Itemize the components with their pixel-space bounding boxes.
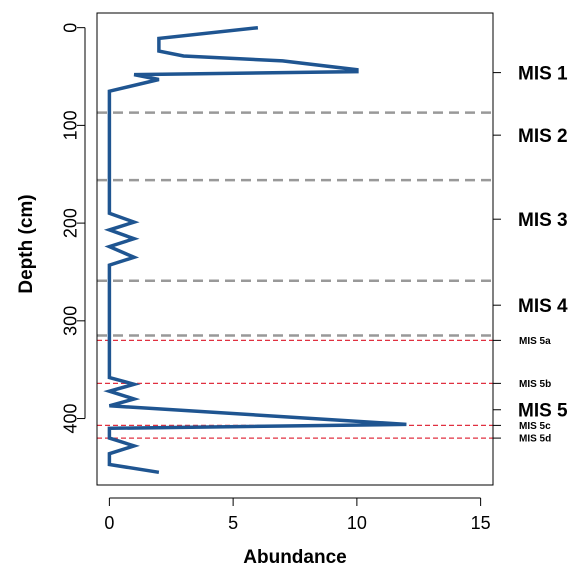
y-axis-title: Depth (cm) [16,194,37,293]
abundance-series [103,25,407,475]
mis-label: MIS 4 [518,296,568,317]
x-axis-title: Abundance [243,547,346,568]
mis-label: MIS 5b [519,379,551,390]
x-tick-label: 10 [347,513,367,533]
abundance-line [103,25,407,475]
y-tick-label: 200 [60,208,80,238]
mis-label: MIS 5d [519,434,551,445]
y-tick-label: 100 [60,110,80,140]
y-tick-label: 400 [60,403,80,433]
mis-label: MIS 3 [518,210,568,231]
x-tick-label: 15 [471,513,491,533]
y-tick-label: 300 [60,306,80,336]
mis-label: MIS 2 [518,126,568,147]
mis-label: MIS 5 [518,400,568,421]
axes: 0 5 10 15 0 100 200 300 400 [60,23,490,533]
y-tick-label: 0 [60,23,80,33]
x-tick-label: 5 [228,513,238,533]
mis-label: MIS 1 [518,63,568,84]
mis-label: MIS 5c [519,421,551,432]
plot-frame [96,12,494,486]
mis-label: MIS 5a [519,336,551,347]
x-tick-label: 0 [104,513,114,533]
mis-boundary-lines [97,111,493,439]
